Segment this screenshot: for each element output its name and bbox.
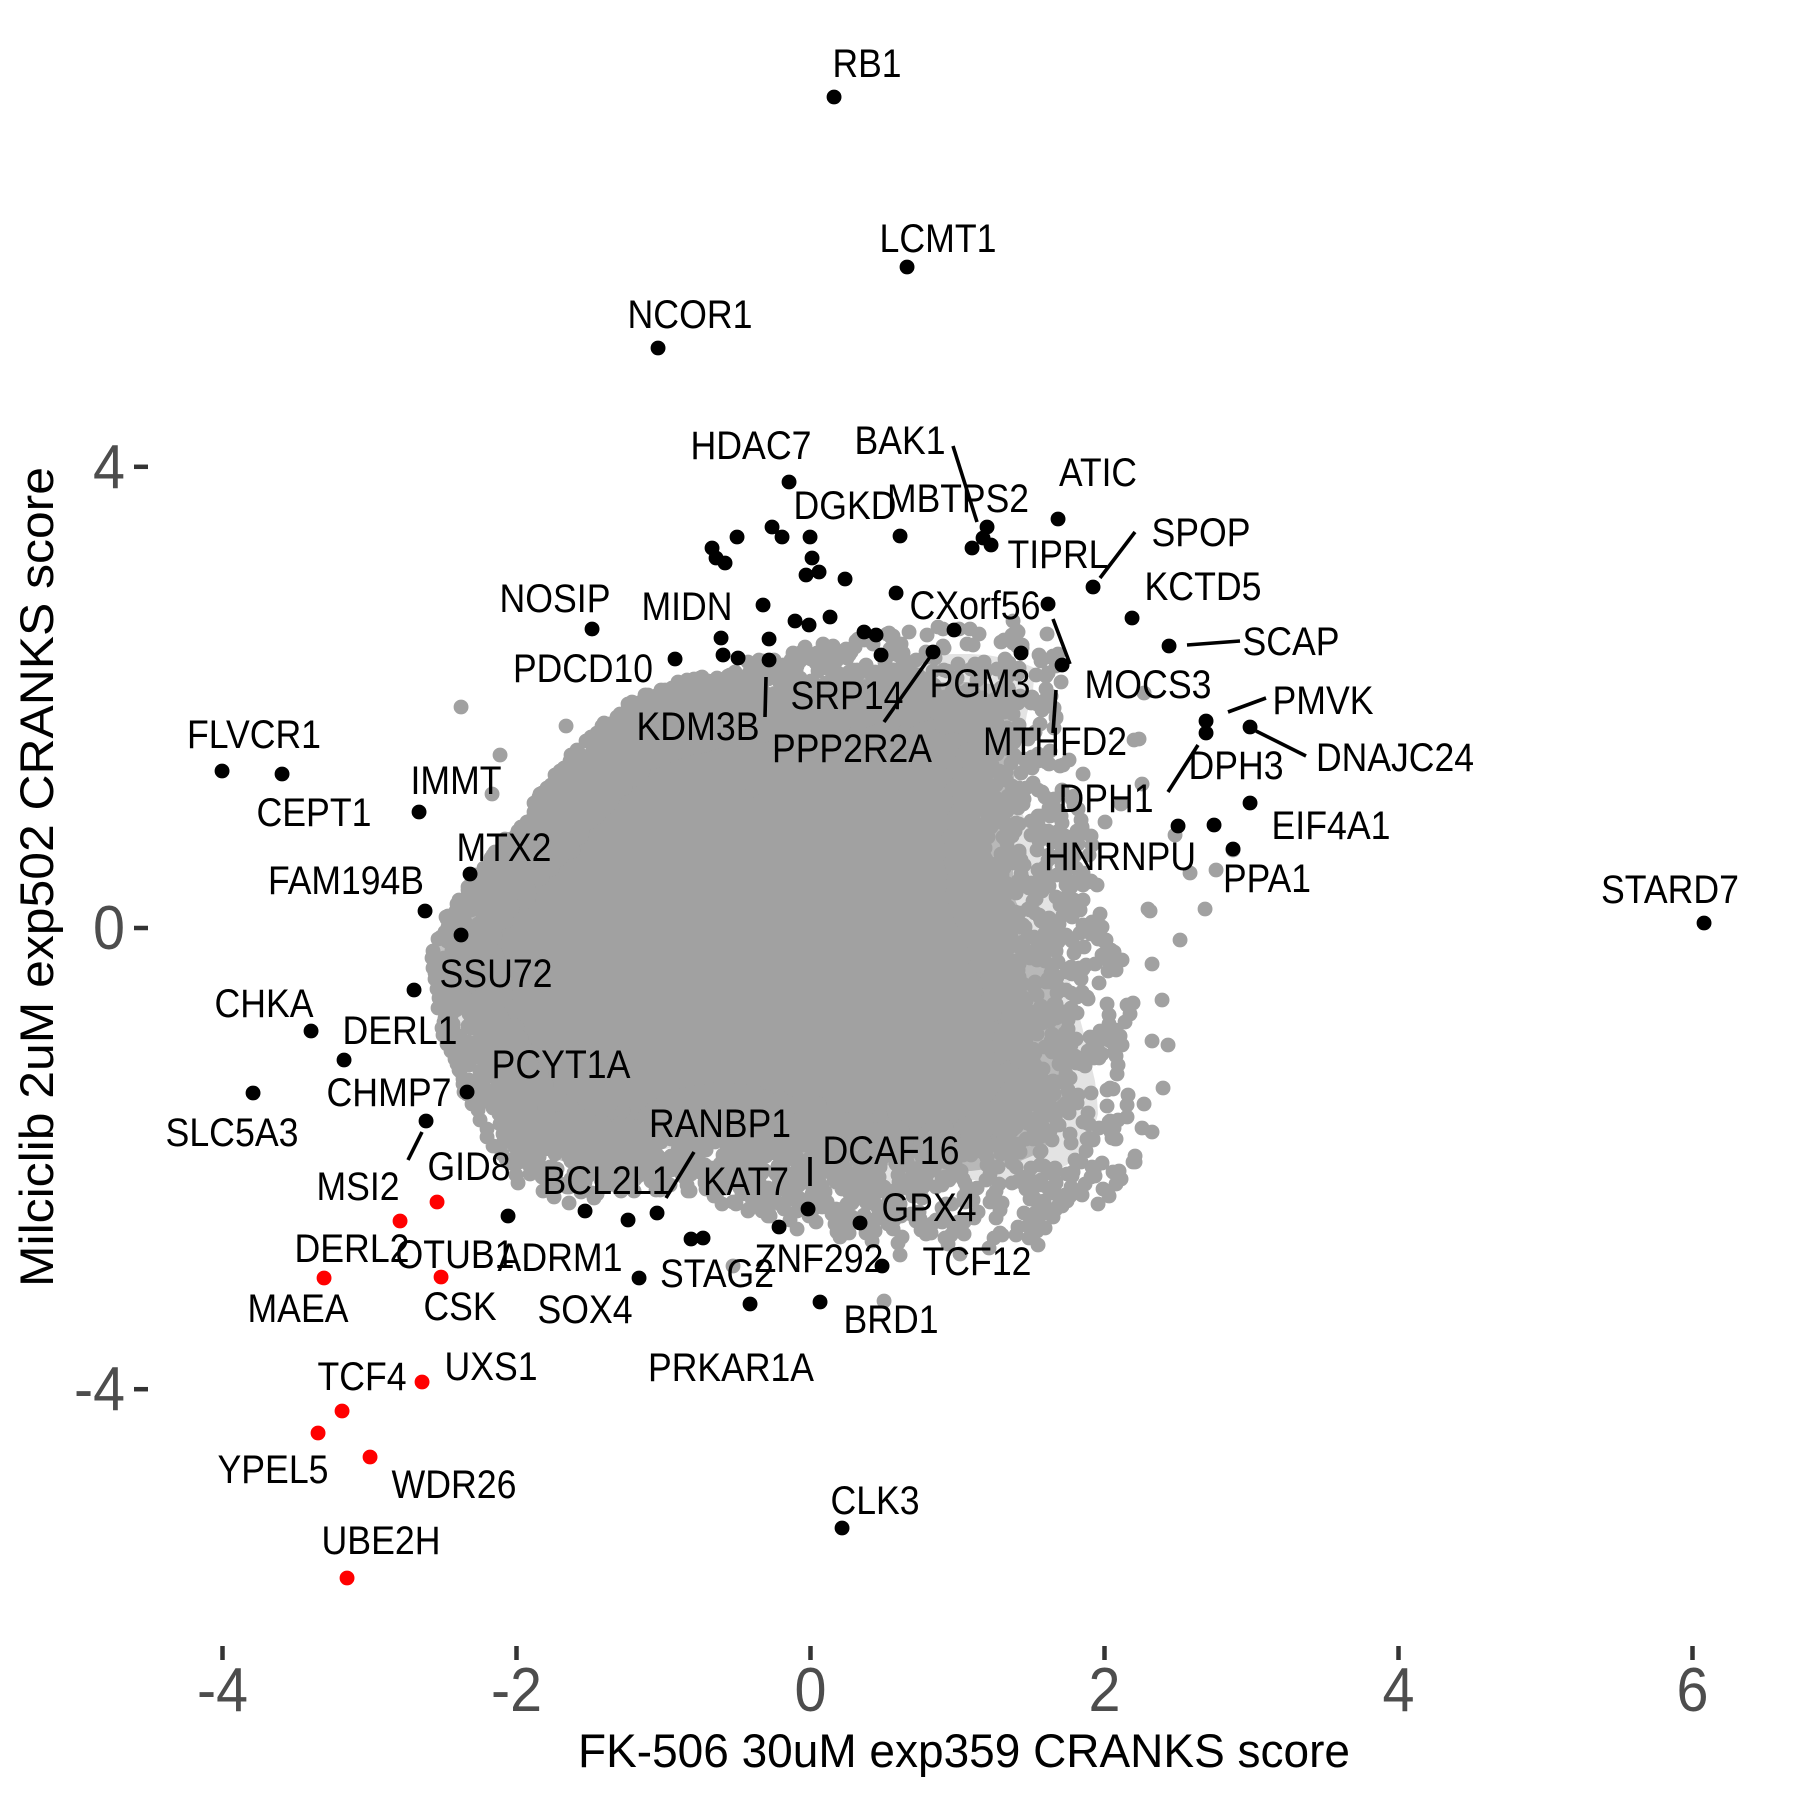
svg-text:4: 4: [1383, 1656, 1415, 1725]
svg-text:DPH1: DPH1: [1059, 777, 1154, 821]
svg-text:GPX4: GPX4: [882, 1186, 977, 1230]
svg-text:MSI2: MSI2: [317, 1165, 400, 1209]
svg-text:SSU72: SSU72: [440, 952, 553, 996]
svg-text:KAT7: KAT7: [703, 1160, 789, 1204]
svg-text:Milciclib 2uM exp502 CRANKS sc: Milciclib 2uM exp502 CRANKS score: [10, 467, 63, 1287]
svg-text:MTHFD2: MTHFD2: [983, 720, 1127, 764]
svg-text:KCTD5: KCTD5: [1145, 565, 1262, 609]
svg-text:-4: -4: [197, 1656, 248, 1725]
svg-text:PPP2R2A: PPP2R2A: [772, 727, 932, 771]
svg-text:-4: -4: [74, 1355, 125, 1424]
svg-text:MOCS3: MOCS3: [1085, 663, 1212, 707]
svg-text:0: 0: [93, 894, 125, 963]
svg-text:LCMT1: LCMT1: [880, 217, 997, 261]
svg-text:NOSIP: NOSIP: [500, 577, 611, 621]
svg-text:RB1: RB1: [833, 42, 902, 86]
svg-text:BAK1: BAK1: [855, 419, 946, 463]
svg-text:HNRNPU: HNRNPU: [1044, 835, 1196, 879]
svg-text:CEPT1: CEPT1: [257, 791, 372, 835]
svg-text:ADRM1: ADRM1: [498, 1236, 623, 1280]
svg-text:DNAJC24: DNAJC24: [1316, 736, 1474, 780]
svg-text:SCAP: SCAP: [1243, 620, 1340, 664]
svg-text:TCF4: TCF4: [318, 1355, 407, 1399]
svg-text:SLC5A3: SLC5A3: [166, 1111, 299, 1155]
svg-text:FK-506 30uM exp359 CRANKS scor: FK-506 30uM exp359 CRANKS score: [578, 1724, 1350, 1777]
svg-text:BCL2L1: BCL2L1: [543, 1159, 672, 1203]
svg-text:HDAC7: HDAC7: [691, 424, 812, 468]
svg-text:EIF4A1: EIF4A1: [1272, 804, 1391, 848]
svg-text:MBTPS2: MBTPS2: [887, 477, 1029, 521]
svg-text:CLK3: CLK3: [831, 1479, 920, 1523]
svg-text:TIPRL: TIPRL: [1008, 533, 1109, 577]
svg-text:OTUB1: OTUB1: [396, 1233, 515, 1277]
svg-text:PRKAR1A: PRKAR1A: [648, 1346, 814, 1390]
svg-text:IMMT: IMMT: [411, 759, 502, 803]
svg-text:MAEA: MAEA: [248, 1287, 349, 1331]
svg-text:MTX2: MTX2: [457, 826, 552, 870]
svg-text:ZNF292: ZNF292: [755, 1237, 884, 1281]
svg-text:GID8: GID8: [428, 1145, 511, 1189]
svg-text:FAM194B: FAM194B: [268, 859, 424, 903]
svg-text:PPA1: PPA1: [1223, 857, 1311, 901]
svg-text:DGKD: DGKD: [794, 484, 897, 528]
svg-text:SOX4: SOX4: [538, 1288, 633, 1332]
svg-text:4: 4: [93, 433, 125, 502]
svg-text:DERL1: DERL1: [343, 1009, 458, 1053]
svg-text:DCAF16: DCAF16: [823, 1129, 960, 1173]
svg-text:UBE2H: UBE2H: [322, 1519, 441, 1563]
svg-text:CHMP7: CHMP7: [327, 1071, 452, 1115]
svg-text:SRP14: SRP14: [791, 674, 904, 718]
svg-text:DERL2: DERL2: [295, 1227, 410, 1271]
svg-text:CSK: CSK: [424, 1285, 497, 1329]
svg-text:STAG2: STAG2: [660, 1252, 774, 1296]
svg-text:6: 6: [1677, 1656, 1709, 1725]
svg-text:MIDN: MIDN: [642, 585, 733, 629]
svg-text:2: 2: [1089, 1656, 1121, 1725]
svg-text:CXorf56: CXorf56: [910, 584, 1041, 628]
svg-text:STARD7: STARD7: [1601, 868, 1739, 912]
svg-text:TCF12: TCF12: [923, 1240, 1032, 1284]
svg-text:SPOP: SPOP: [1152, 511, 1251, 555]
svg-text:CHKA: CHKA: [215, 982, 314, 1026]
svg-text:KDM3B: KDM3B: [637, 705, 760, 749]
svg-text:PGM3: PGM3: [930, 662, 1031, 706]
svg-text:DPH3: DPH3: [1189, 744, 1284, 788]
svg-text:-2: -2: [491, 1656, 542, 1725]
svg-text:PCYT1A: PCYT1A: [492, 1043, 631, 1087]
svg-text:0: 0: [795, 1656, 827, 1725]
svg-text:FLVCR1: FLVCR1: [187, 713, 321, 757]
svg-text:BRD1: BRD1: [844, 1298, 939, 1342]
svg-text:WDR26: WDR26: [392, 1463, 517, 1507]
svg-text:RANBP1: RANBP1: [649, 1102, 791, 1146]
svg-text:ATIC: ATIC: [1059, 451, 1137, 495]
svg-text:YPEL5: YPEL5: [218, 1448, 329, 1492]
svg-text:PMVK: PMVK: [1273, 679, 1374, 723]
svg-text:PDCD10: PDCD10: [513, 647, 653, 691]
svg-text:NCOR1: NCOR1: [628, 293, 753, 337]
svg-text:UXS1: UXS1: [445, 1345, 538, 1389]
